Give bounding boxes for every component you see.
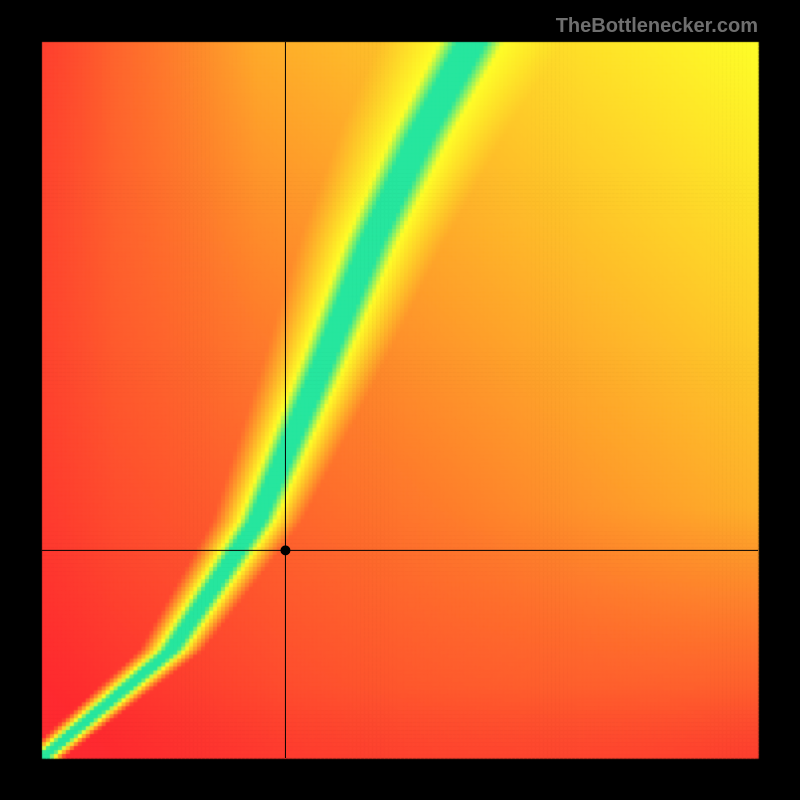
watermark-text: TheBottlenecker.com [556, 15, 758, 38]
heatmap-canvas [0, 0, 800, 800]
chart-container: TheBottlenecker.com [0, 0, 800, 800]
